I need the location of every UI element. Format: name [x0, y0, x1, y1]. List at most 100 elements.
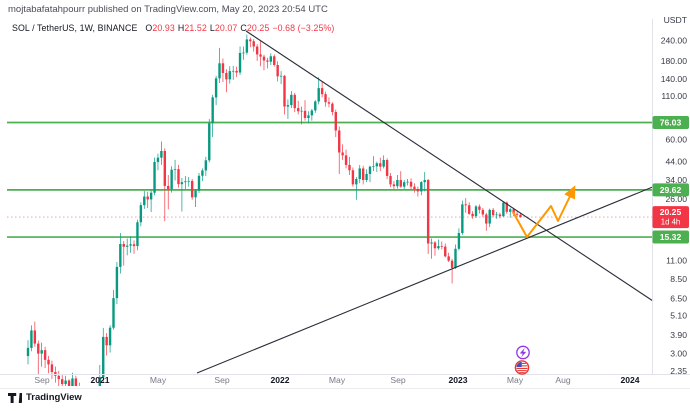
candle — [392, 181, 396, 189]
badge-price: 20.25 — [660, 207, 682, 217]
candle — [320, 81, 324, 98]
candle-body — [372, 166, 375, 168]
price-tick-label[interactable]: 44.00 — [665, 157, 687, 167]
price-tick-label[interactable]: 34.00 — [665, 175, 687, 185]
time-tick-label[interactable]: May — [329, 375, 346, 385]
forecast-arrow[interactable] — [512, 185, 576, 238]
high-label: H — [177, 23, 185, 33]
price-tick-label[interactable]: 2.35 — [670, 366, 687, 376]
flag-canton — [516, 361, 522, 368]
price-tick-label[interactable]: 60.00 — [665, 134, 687, 144]
candle-body — [461, 204, 464, 234]
price-tick-label[interactable]: 26.00 — [665, 194, 687, 204]
candle — [307, 111, 310, 124]
candle — [252, 39, 255, 52]
candle-body — [457, 233, 461, 249]
candle — [478, 204, 481, 214]
price-tick-label[interactable]: 5.10 — [670, 311, 687, 321]
price-tick-label[interactable]: 240.00 — [661, 35, 688, 45]
level-price-badge: 29.62 — [652, 183, 689, 197]
candle — [368, 165, 372, 183]
candle-body — [40, 350, 43, 354]
candle-body — [320, 88, 324, 95]
close-value: 20.25 — [246, 23, 270, 33]
candle-body — [430, 242, 433, 244]
candle — [344, 149, 348, 169]
price-tick-label[interactable]: 3.90 — [670, 330, 687, 340]
event-flag-globe-icon[interactable] — [514, 360, 533, 375]
candle-body — [74, 378, 78, 386]
candle-body — [361, 168, 365, 181]
candle — [67, 379, 71, 386]
candle — [173, 159, 177, 181]
candle-body — [444, 246, 447, 257]
candle-body — [437, 246, 440, 249]
flag-stripe — [516, 372, 528, 374]
candle-body — [238, 52, 242, 73]
candle-body — [519, 214, 522, 218]
event-lightning-icon[interactable] — [516, 345, 530, 360]
low-value: 20.07 — [214, 23, 238, 33]
candle — [314, 100, 317, 113]
tradingview-branding[interactable]: TradingView — [8, 392, 82, 403]
candle — [375, 161, 379, 173]
candle-body — [474, 206, 478, 217]
candle — [464, 198, 467, 213]
candle-body — [105, 336, 108, 346]
candle — [115, 262, 119, 305]
trendline[interactable] — [245, 30, 654, 302]
flag-stripe — [521, 365, 528, 367]
candle-body — [509, 209, 512, 212]
time-tick-label[interactable]: May — [507, 375, 524, 385]
time-tick-label[interactable]: May — [150, 375, 167, 385]
price-tick-label[interactable]: 140.00 — [661, 74, 688, 84]
candle-body — [348, 164, 351, 171]
candle-body — [201, 170, 204, 176]
candle — [108, 325, 112, 353]
candle — [125, 238, 129, 256]
candle — [122, 240, 125, 266]
candle — [447, 252, 450, 263]
candle-body — [156, 157, 160, 163]
candle-body — [471, 213, 474, 217]
high-value: 21.52 — [184, 23, 207, 33]
candle — [279, 71, 283, 85]
badge-countdown: 1d 4h — [661, 218, 681, 227]
badge-bg — [652, 116, 689, 129]
candle — [437, 239, 440, 250]
candle-body — [317, 88, 320, 102]
candle — [485, 212, 488, 231]
candle — [37, 340, 40, 375]
price-tick-label[interactable]: 6.50 — [670, 293, 687, 303]
time-tick-label[interactable]: Sep — [214, 375, 230, 385]
candle-body — [221, 63, 225, 73]
time-tick-label[interactable]: 2022 — [270, 375, 289, 385]
candle-body — [54, 372, 57, 376]
candle — [361, 165, 365, 185]
candle — [303, 100, 307, 121]
candle — [167, 174, 170, 210]
time-tick-label[interactable]: Aug — [555, 375, 571, 385]
price-tick-label[interactable]: 8.50 — [670, 274, 687, 284]
time-tick-label[interactable]: 2021 — [90, 375, 109, 385]
time-tick-label[interactable]: 2024 — [620, 375, 639, 385]
candle — [331, 102, 334, 116]
candle — [184, 175, 187, 189]
candle-body — [365, 173, 368, 181]
candle — [372, 156, 375, 172]
price-tick-label[interactable]: 180.00 — [661, 56, 688, 66]
time-tick-label[interactable]: Sep — [390, 375, 406, 385]
price-tick-label[interactable]: 110.00 — [661, 91, 687, 101]
candle — [204, 156, 208, 176]
candle-body — [43, 350, 47, 360]
candle — [433, 240, 437, 256]
time-tick-label[interactable]: 2023 — [448, 375, 467, 385]
time-tick-label[interactable]: Sep — [34, 375, 50, 385]
candle-body — [450, 260, 454, 268]
price-tick-label[interactable]: 11.00 — [666, 256, 687, 266]
candle — [143, 190, 146, 209]
price-tick-label[interactable]: 3.00 — [670, 349, 687, 359]
trendline[interactable] — [196, 185, 656, 374]
candle-body — [409, 181, 413, 187]
